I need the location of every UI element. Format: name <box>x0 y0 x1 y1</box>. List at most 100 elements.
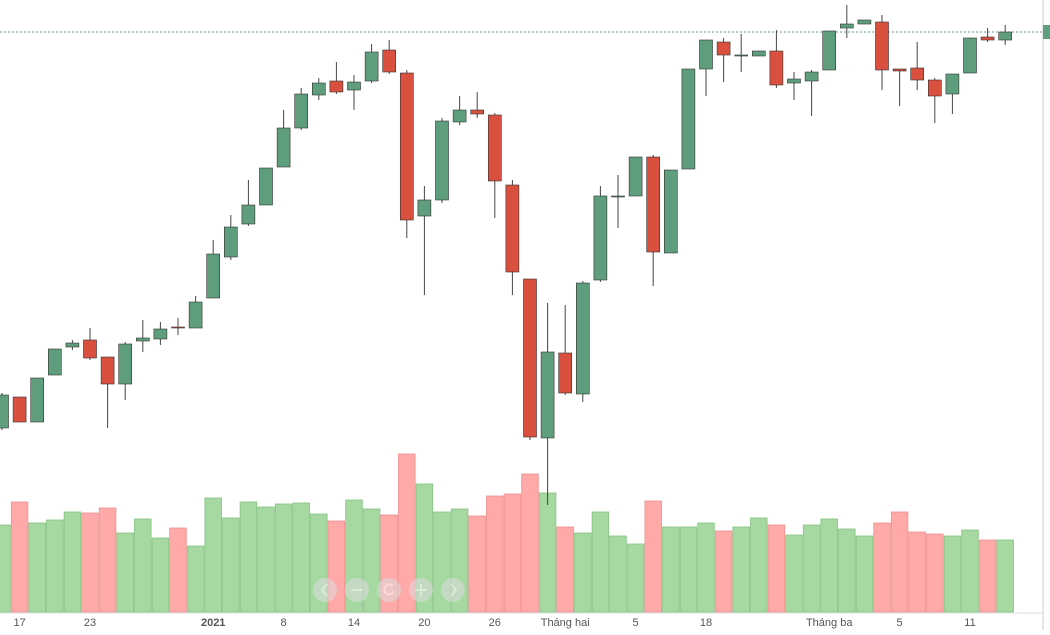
x-tick-label: 17 <box>13 617 25 629</box>
x-tick-label: Tháng hai <box>541 617 590 629</box>
candle-body <box>65 342 80 348</box>
candle-body <box>875 21 889 71</box>
zoom-in-button[interactable] <box>409 578 433 602</box>
candle-body <box>699 39 713 70</box>
x-tick-label: 11 <box>964 617 975 629</box>
candle-body <box>30 377 45 423</box>
x-tick-label: 2021 <box>201 617 225 629</box>
volume-bar <box>46 519 64 613</box>
candle-body <box>347 81 361 91</box>
volume-bar <box>556 526 574 613</box>
candle-body <box>963 37 977 74</box>
x-tick-label: 14 <box>348 617 360 629</box>
volume-bar <box>574 532 592 613</box>
volume-bar <box>785 534 803 613</box>
candle-body <box>910 67 925 81</box>
x-tick-label: 8 <box>281 617 287 629</box>
volume-bar <box>662 526 680 613</box>
volume-bar <box>503 493 522 613</box>
candle-body <box>575 282 590 395</box>
volume-bar <box>274 503 293 613</box>
candle-body <box>153 328 168 340</box>
candle-body <box>663 169 678 254</box>
candle-body <box>382 49 397 73</box>
volume-bar <box>679 526 698 613</box>
candle-body <box>452 109 467 123</box>
volume-bar <box>626 543 645 613</box>
candle-body <box>435 120 449 201</box>
candle-body <box>839 23 854 29</box>
volume-bar <box>838 528 856 613</box>
candle-body <box>241 204 256 225</box>
x-tick-label: 26 <box>489 617 501 629</box>
volume-bar <box>926 533 944 613</box>
volume-bar <box>767 524 786 613</box>
candle-body <box>769 50 784 86</box>
volume-bar <box>398 453 416 613</box>
zoom-out-button[interactable] <box>345 578 369 602</box>
candle-body <box>980 36 995 41</box>
x-tick-label: 20 <box>418 617 430 629</box>
candle-body <box>646 156 661 253</box>
volume-bar <box>468 515 486 613</box>
volume-bar <box>204 497 222 613</box>
volume-bar <box>222 517 240 613</box>
candle-body <box>0 394 9 429</box>
x-tick-label: 5 <box>897 617 903 629</box>
candle-body <box>417 199 432 217</box>
candle-body <box>364 51 379 82</box>
scroll-left-button[interactable] <box>313 578 337 602</box>
candle-body <box>47 348 62 376</box>
candle-body <box>523 278 537 438</box>
x-tick-label: 23 <box>84 617 96 629</box>
candle-body <box>734 54 749 57</box>
candle-body <box>628 156 643 197</box>
candle-body <box>681 68 696 170</box>
volume-bar <box>978 539 997 613</box>
volume-bar <box>820 518 838 613</box>
candle-body <box>12 396 27 423</box>
candle-body <box>118 343 132 385</box>
volume-bar <box>81 512 99 613</box>
volume-bar <box>10 501 29 613</box>
candle-body <box>294 93 309 129</box>
volume-bar <box>521 473 539 613</box>
volume-bar <box>486 495 504 613</box>
candle-body <box>224 226 238 258</box>
candle-body <box>998 31 1013 41</box>
candle-body <box>927 79 942 97</box>
volume-bar <box>134 518 152 613</box>
volume-bar <box>644 500 662 613</box>
candle-body <box>259 167 273 206</box>
x-tick-label: Tháng ba <box>806 617 853 629</box>
nav-controls <box>313 578 465 602</box>
candle-body <box>505 184 520 273</box>
volume-bar <box>98 507 117 613</box>
candle-body <box>276 127 291 168</box>
volume-bar <box>855 535 874 613</box>
volume-bar <box>169 527 187 613</box>
candle-body <box>206 253 220 299</box>
volume-bar <box>802 524 821 613</box>
candle-body <box>804 71 819 82</box>
candle-body <box>136 337 150 342</box>
x-tick-label: 5 <box>633 617 639 629</box>
volume-bar <box>0 524 11 613</box>
volume-bar <box>609 535 627 613</box>
volume-bar <box>538 492 557 613</box>
candle-body <box>787 78 801 84</box>
candle-body <box>716 41 731 56</box>
candle-body <box>945 73 960 95</box>
x-tick-label: 18 <box>700 617 712 629</box>
scroll-right-button[interactable] <box>441 578 465 602</box>
candle-body <box>892 68 907 72</box>
candle-body <box>399 72 414 221</box>
volume-bar <box>186 545 205 613</box>
volume-bar <box>116 532 134 613</box>
reset-button[interactable] <box>377 578 401 602</box>
volume-bar <box>943 535 962 613</box>
last-price-marker <box>1043 25 1050 39</box>
candle-body <box>487 114 502 182</box>
volume-bar <box>750 517 768 613</box>
